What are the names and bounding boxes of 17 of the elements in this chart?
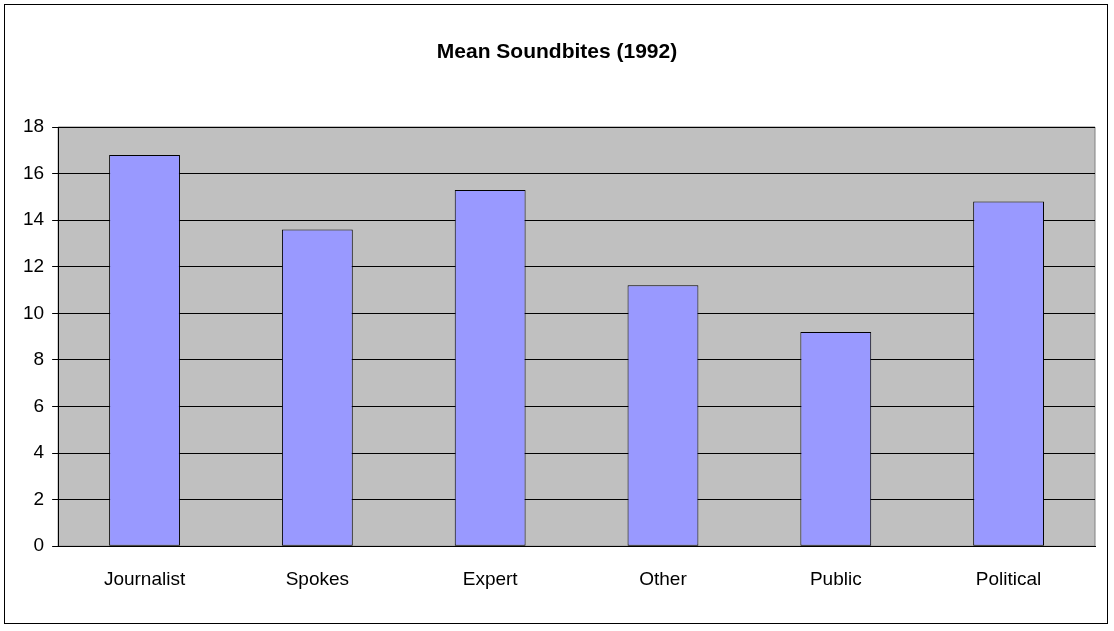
x-tick-label: Spokes — [285, 567, 350, 589]
y-tick-label: 10 — [22, 301, 45, 323]
y-tick-label: 2 — [33, 487, 45, 509]
y-tick-label: 8 — [33, 348, 45, 370]
y-tick-label: 16 — [22, 161, 45, 183]
y-tick-label: 4 — [33, 441, 45, 463]
y-tick-label: 18 — [22, 115, 45, 137]
y-tick-label: 6 — [33, 394, 45, 416]
y-tick-label: 0 — [33, 534, 45, 556]
x-tick-label: Public — [809, 567, 862, 589]
x-tick-label: Other — [639, 567, 688, 589]
x-tick-label: Expert — [462, 567, 519, 589]
y-tick-label: 14 — [22, 208, 45, 230]
x-tick-label: Journalist — [103, 567, 186, 589]
chart-title: Mean Soundbites (1992) — [435, 39, 679, 63]
x-tick-label: Political — [975, 567, 1042, 589]
y-tick-label: 12 — [22, 254, 45, 276]
